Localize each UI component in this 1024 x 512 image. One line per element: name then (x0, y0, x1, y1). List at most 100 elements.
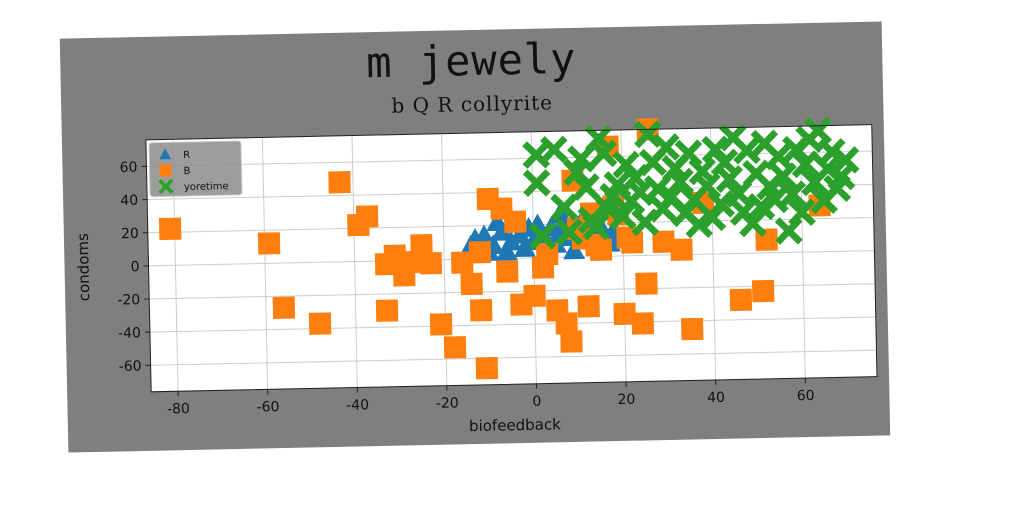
data-point (419, 252, 443, 275)
data-point (540, 135, 568, 164)
data-point (631, 312, 655, 335)
chart-figure: m jewely b Q R collyrite -80 -60 -40 -20 0 20… (59, 21, 891, 453)
data-point (528, 222, 557, 250)
y-tick-label: -40 (118, 325, 141, 341)
y-tick-label: 40 (120, 193, 138, 209)
y-tick-label: 60 (119, 160, 137, 176)
data-point (272, 296, 296, 320)
data-point (572, 173, 601, 201)
data-point (328, 171, 351, 194)
data-point (555, 312, 578, 335)
data-point (670, 238, 693, 261)
data-point (468, 241, 492, 264)
data-point (715, 165, 744, 194)
legend-box (148, 140, 243, 198)
data-point (652, 230, 675, 254)
data-point (729, 288, 753, 312)
data-point (460, 272, 483, 296)
data-point (355, 205, 379, 228)
data-point (818, 138, 846, 166)
data-point (577, 295, 600, 318)
x-tick-label: 20 (617, 392, 635, 408)
data-point (589, 139, 618, 168)
data-point (383, 244, 407, 267)
data-point (608, 202, 637, 231)
data-point (308, 312, 332, 335)
data-point (158, 217, 182, 241)
y-axis-label: condoms (74, 233, 93, 302)
data-point (473, 224, 496, 245)
data-point (443, 336, 467, 359)
plot-frame (145, 124, 878, 393)
series-yoretime (522, 116, 860, 250)
data-point (410, 233, 433, 257)
y-tick-label: -20 (117, 292, 140, 308)
data-point (550, 193, 579, 222)
data-point (831, 146, 860, 174)
data-point (787, 198, 816, 227)
data-point (674, 139, 703, 168)
data-point (567, 144, 596, 173)
data-point (531, 256, 555, 279)
data-point (503, 210, 527, 233)
legend-marker-B (159, 164, 172, 177)
x-tick-label: 60 (797, 388, 815, 404)
data-point (732, 136, 761, 165)
data-point (555, 218, 584, 247)
data-point (685, 210, 713, 239)
data-point (401, 250, 425, 274)
data-point (491, 220, 514, 241)
data-point (589, 238, 613, 261)
y-grid-line (149, 316, 876, 333)
scatter-plot: -80 -60 -40 -20 0 20 40 60 -60 -40 -20 0 20 40 60 biof… (74, 116, 878, 435)
y-tick-label: 20 (121, 226, 139, 242)
data-point (707, 190, 735, 219)
legend-marker-yoretime (158, 178, 174, 195)
data-point (613, 302, 636, 326)
x-tick-label: -80 (167, 401, 190, 417)
data-point (635, 272, 658, 295)
data-point (451, 251, 474, 274)
data-point (681, 317, 704, 341)
data-point (764, 142, 793, 171)
data-point (652, 133, 680, 162)
data-point (778, 180, 807, 209)
data-point (475, 356, 499, 380)
data-point (257, 232, 281, 255)
legend-label: yoretime (184, 181, 229, 193)
data-point (774, 216, 803, 245)
data-point (693, 172, 722, 201)
data-point (738, 209, 767, 238)
data-point (620, 231, 644, 254)
x-axis-label: biofeedback (469, 415, 561, 435)
data-point (769, 162, 798, 191)
series-layer (158, 116, 860, 380)
data-point (751, 279, 775, 303)
data-point (804, 116, 833, 145)
data-point (496, 240, 519, 261)
legend-label: R (183, 150, 190, 161)
data-point (522, 140, 551, 169)
data-point (791, 150, 820, 179)
data-point (429, 313, 453, 336)
data-point (523, 284, 546, 308)
legend-marker-R (159, 148, 172, 160)
data-point (469, 299, 493, 322)
data-point (522, 169, 551, 198)
data-point (496, 260, 519, 283)
data-point (666, 167, 695, 196)
data-point (643, 174, 672, 203)
x-tick-label: 40 (707, 390, 725, 406)
y-grid-line (147, 183, 873, 201)
data-point (760, 185, 789, 214)
y-tick-label: -60 (119, 358, 142, 374)
x-tick-label: 0 (532, 394, 541, 410)
data-point (560, 330, 583, 353)
data-point (375, 299, 399, 322)
legend-label: B (183, 166, 190, 177)
x-tick-label: -40 (346, 397, 369, 413)
data-point (747, 192, 776, 221)
x-tick-label: -60 (256, 399, 279, 415)
